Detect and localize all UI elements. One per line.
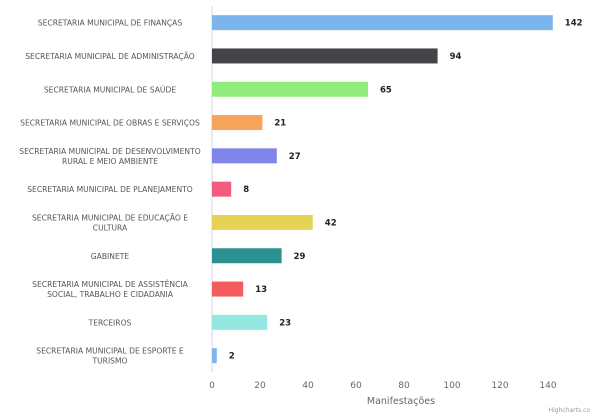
data-label: 23 xyxy=(279,318,291,328)
bar[interactable] xyxy=(212,348,217,364)
category-labels: SECRETARIA MUNICIPAL DE FINANÇAS SECRETAR… xyxy=(19,19,200,366)
bar[interactable] xyxy=(212,148,277,164)
x-tick-label: 40 xyxy=(302,381,314,391)
x-tick-label: 80 xyxy=(398,381,410,391)
bar[interactable] xyxy=(212,115,263,131)
bars xyxy=(212,15,553,364)
x-tick-label: 120 xyxy=(491,381,508,391)
bar[interactable] xyxy=(212,181,232,197)
category-label: SECRETARIA MUNICIPAL DE FINANÇAS xyxy=(38,19,183,28)
bar[interactable] xyxy=(212,15,553,31)
data-label: 29 xyxy=(294,252,306,262)
category-label: SECRETARIA MUNICIPAL DE ESPORTE E TURISMO xyxy=(36,347,184,366)
category-label: GABINETE xyxy=(91,252,130,261)
data-label: 13 xyxy=(255,285,267,295)
category-label: SECRETARIA MUNICIPAL DE EDUCAÇÃO E CULTUR… xyxy=(32,213,188,232)
data-label: 21 xyxy=(274,119,286,129)
data-label: 94 xyxy=(450,52,462,62)
data-label: 27 xyxy=(289,152,301,162)
x-axis-ticks: 02040608010012014016 xyxy=(209,381,557,391)
x-tick-label: 100 xyxy=(443,381,460,391)
data-label: 65 xyxy=(380,85,392,95)
x-axis-title: Manifestações xyxy=(367,396,435,407)
bar[interactable] xyxy=(212,81,368,97)
x-tick-label: 20 xyxy=(254,381,266,391)
category-label: TERCEIROS xyxy=(88,318,132,327)
category-label: SECRETARIA MUNICIPAL DE SAÚDE xyxy=(44,85,176,94)
category-label: SECRETARIA MUNICIPAL DE ASSISTÊNCIA SOCIA… xyxy=(32,280,188,299)
x-tick-label: 0 xyxy=(209,381,215,391)
bar[interactable] xyxy=(212,248,282,264)
bar[interactable] xyxy=(212,214,313,230)
data-label: 2 xyxy=(229,352,235,362)
category-label: SECRETARIA MUNICIPAL DE PLANEJAMENTO xyxy=(27,185,193,194)
category-label: SECRETARIA MUNICIPAL DE DESENVOLVIMENTO R… xyxy=(19,147,200,166)
x-tick-label: 140 xyxy=(539,381,556,391)
bar[interactable] xyxy=(212,281,244,297)
data-label: 8 xyxy=(243,185,249,195)
data-label: 142 xyxy=(565,19,583,29)
category-label: SECRETARIA MUNICIPAL DE ADMINISTRAÇÃO xyxy=(25,52,195,61)
bar[interactable] xyxy=(212,314,268,330)
x-tick-label: 60 xyxy=(350,381,362,391)
data-labels: 142 94 65 21 27 8 42 29 13 23 2 xyxy=(229,19,583,362)
data-label: 42 xyxy=(325,218,337,228)
credits-link[interactable]: Highcharts.co xyxy=(549,407,591,414)
bar[interactable] xyxy=(212,48,438,64)
category-label: SECRETARIA MUNICIPAL DE OBRAS E SERVIÇOS xyxy=(20,119,200,128)
